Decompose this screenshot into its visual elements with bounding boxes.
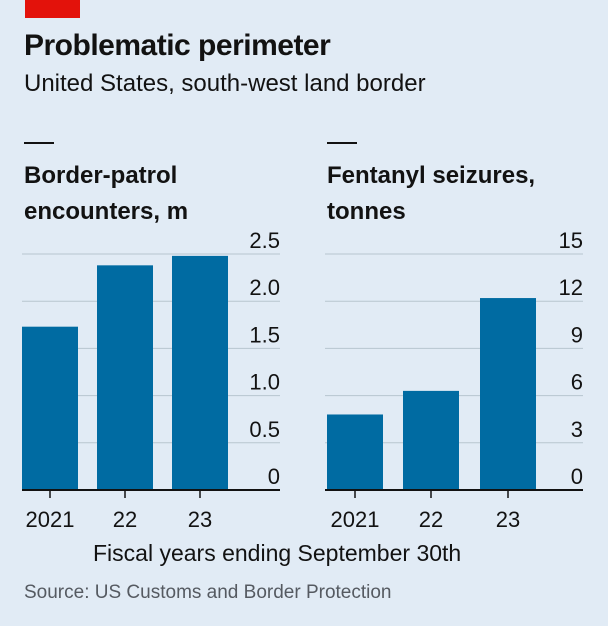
y-tick-label: 0.5: [249, 417, 280, 442]
x-tick-label: 2021: [26, 507, 75, 532]
x-tick-label: 23: [496, 507, 520, 532]
panel-title-line: tonnes: [327, 198, 406, 225]
y-tick-label: 1.0: [249, 370, 280, 395]
bar: [480, 298, 536, 490]
panel-title-line: Border-patrol: [24, 162, 178, 189]
y-tick-label: 2.0: [249, 275, 280, 300]
y-tick-label: 0: [571, 464, 583, 489]
source-note: Source: US Customs and Border Protection: [24, 582, 392, 603]
x-tick-label: 22: [419, 507, 443, 532]
y-tick-label: 3: [571, 417, 583, 442]
axis-note: Fiscal years ending September 30th: [93, 540, 462, 566]
x-tick-label: 23: [188, 507, 212, 532]
bar: [327, 414, 383, 490]
bar: [172, 255, 228, 490]
panel-title-line: Fentanyl seizures,: [327, 162, 536, 189]
x-tick-label: 2021: [331, 507, 380, 532]
y-tick-label: 6: [571, 370, 583, 395]
bar: [97, 265, 153, 490]
panel-title-encounters: Border-patrol encounters, m: [24, 158, 284, 230]
bar: [22, 326, 78, 490]
panel-title-line: encounters, m: [24, 198, 189, 225]
y-tick-label: 12: [559, 275, 583, 300]
bar: [403, 390, 459, 490]
panel-rule-right: [327, 142, 357, 144]
panel-title-fentanyl: Fentanyl seizures, tonnes: [327, 158, 587, 230]
chart-subtitle: United States, south-west land border: [24, 70, 426, 97]
y-tick-label: 15: [559, 228, 583, 253]
x-tick-label: 22: [113, 507, 137, 532]
y-tick-label: 9: [571, 322, 583, 347]
y-tick-label: 0: [268, 464, 280, 489]
brand-tag: [25, 0, 80, 18]
y-tick-label: 1.5: [249, 322, 280, 347]
y-tick-label: 2.5: [249, 228, 280, 253]
panel-rule-left: [24, 142, 54, 144]
chart-title: Problematic perimeter: [24, 29, 331, 62]
